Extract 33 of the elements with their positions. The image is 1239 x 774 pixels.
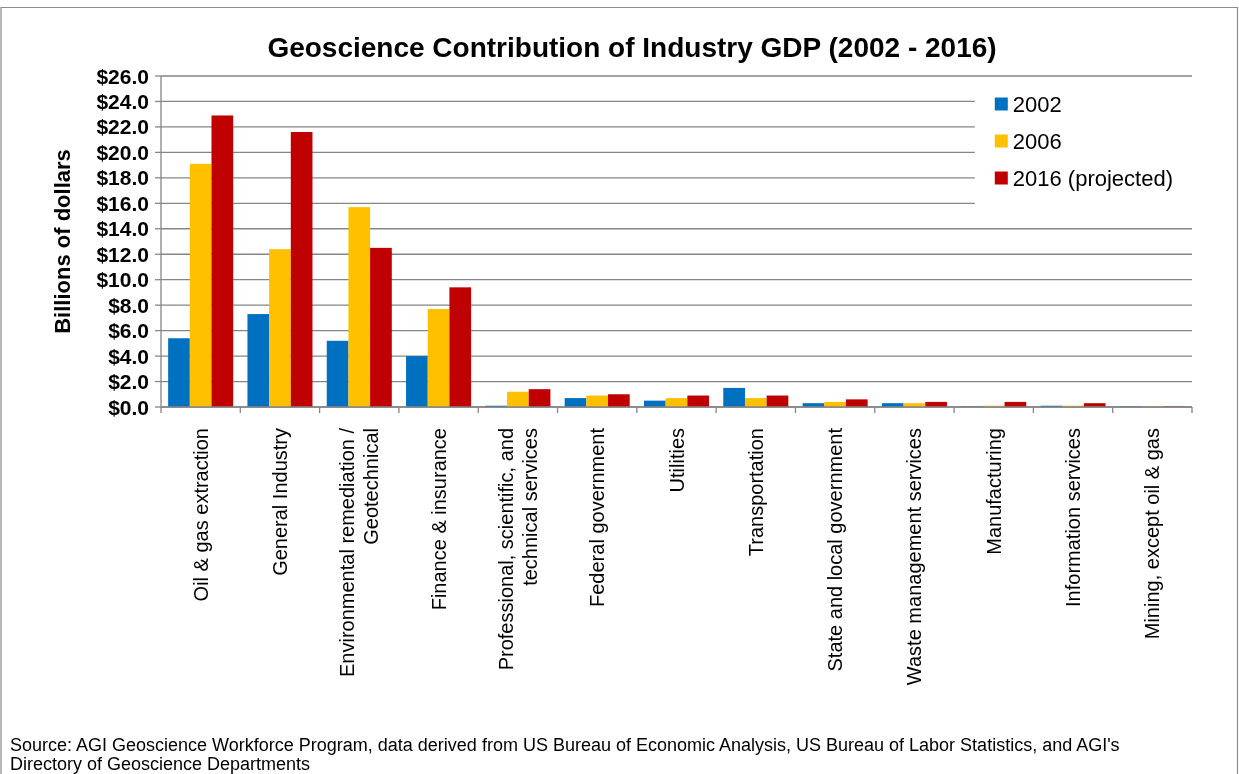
y-tick-label: $8.0: [108, 293, 149, 317]
x-tick-label: Environmental remediation / Geotechnical: [336, 427, 383, 678]
x-tick-label: Utilities: [665, 428, 688, 493]
x-tick-label: Information services: [1062, 428, 1085, 607]
y-tick-label: $26.0: [96, 64, 149, 88]
x-tick-label: Federal government: [586, 427, 609, 607]
x-tick-label: Manufacturing: [982, 428, 1005, 555]
x-tick-label: Transportation: [744, 428, 767, 557]
x-tick-label: Oil & gas extraction: [189, 428, 212, 602]
y-tick-label: $24.0: [96, 89, 149, 113]
y-tick-label: $20.0: [96, 140, 149, 164]
x-tick-label: Mining, except oil & gas: [1141, 428, 1164, 640]
y-tick-label: $2.0: [108, 370, 149, 394]
y-tick-label: $16.0: [96, 191, 149, 215]
y-tick-label: $14.0: [96, 217, 149, 241]
chart-title: Geoscience Contribution of Industry GDP (2002 - 2016): [267, 32, 997, 63]
y-tick-label: $18.0: [96, 166, 149, 190]
y-tick-label: $22.0: [96, 115, 149, 139]
y-tick-label: $6.0: [108, 319, 149, 343]
x-tick-label: General Industry: [268, 428, 291, 576]
y-tick-label: $12.0: [96, 242, 149, 266]
source-note: Source: AGI Geoscience Workforce Program, data derived from US Bureau of Economic Analysis, US Bureau of Labor Statistics, and AGI's Directory of Geoscience Departments: [10, 735, 1120, 774]
y-tick-label: $0.0: [108, 395, 149, 419]
legend-label: 2002: [1012, 91, 1062, 117]
y-tick-label: $4.0: [108, 344, 149, 368]
legend-label: 2006: [1012, 128, 1062, 154]
x-tick-label: Finance & insurance: [427, 428, 450, 611]
y-axis-title: Billions of dollars: [49, 149, 75, 334]
x-tick-label: Waste management services: [903, 428, 926, 686]
y-tick-label: $10.0: [96, 268, 149, 292]
x-tick-label: Professional, scientific, and technical services: [494, 428, 541, 671]
legend-label: 2016 (projected): [1012, 165, 1174, 191]
x-tick-label: State and local government: [824, 427, 847, 672]
